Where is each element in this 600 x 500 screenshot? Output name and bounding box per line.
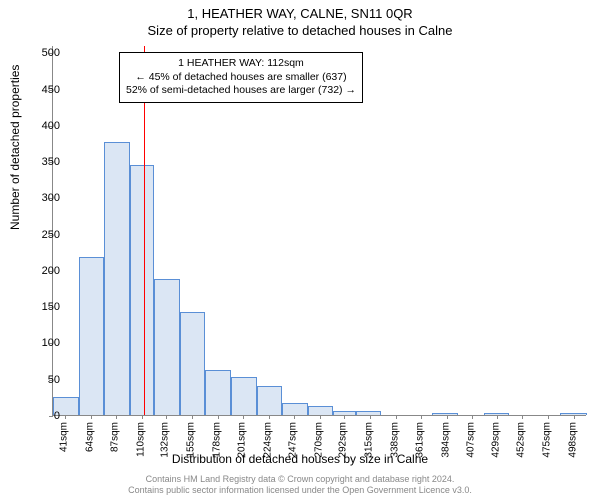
- x-tick-mark: [472, 415, 473, 419]
- histogram-bar: [333, 411, 355, 415]
- y-tick-label: 150: [30, 301, 60, 313]
- callout-box: 1 HEATHER WAY: 112sqm← 45% of detached h…: [119, 52, 363, 103]
- x-tick-label: 338sqm: [389, 422, 400, 458]
- x-tick-label: 132sqm: [160, 422, 171, 458]
- x-tick-mark: [396, 415, 397, 419]
- histogram-bar: [560, 413, 587, 415]
- x-tick-mark: [522, 415, 523, 419]
- x-tick-mark: [116, 415, 117, 419]
- histogram-bar: [180, 312, 206, 415]
- x-tick-label: 384sqm: [440, 422, 451, 458]
- histogram-bar: [484, 413, 510, 415]
- x-tick-mark: [574, 415, 575, 419]
- histogram-bar: [104, 142, 130, 416]
- x-tick-mark: [370, 415, 371, 419]
- y-tick-label: 100: [30, 337, 60, 349]
- histogram-bar: [79, 257, 105, 415]
- x-tick-mark: [294, 415, 295, 419]
- x-tick-label: 110sqm: [136, 422, 147, 457]
- footer-line-1: Contains HM Land Registry data © Crown c…: [0, 474, 600, 485]
- callout-line: ← 45% of detached houses are smaller (63…: [126, 71, 356, 85]
- x-tick-label: 407sqm: [466, 422, 477, 458]
- x-tick-mark: [497, 415, 498, 419]
- x-tick-label: 247sqm: [288, 422, 299, 458]
- x-tick-label: 361sqm: [415, 422, 426, 458]
- x-axis-label: Distribution of detached houses by size …: [0, 452, 600, 466]
- x-tick-mark: [91, 415, 92, 419]
- x-tick-mark: [65, 415, 66, 419]
- plot-area: 1 HEATHER WAY: 112sqm← 45% of detached h…: [52, 46, 586, 416]
- y-tick-label: 50: [30, 374, 60, 386]
- y-axis-label: Number of detached properties: [8, 65, 22, 230]
- histogram-bar: [282, 403, 308, 415]
- x-tick-label: 452sqm: [516, 422, 527, 458]
- chart-title-sub: Size of property relative to detached ho…: [0, 21, 600, 42]
- histogram-bar: [257, 386, 283, 415]
- histogram-bar: [231, 377, 257, 415]
- x-tick-mark: [243, 415, 244, 419]
- histogram-bar: [432, 413, 458, 415]
- x-tick-mark: [344, 415, 345, 419]
- y-tick-label: 500: [30, 47, 60, 59]
- x-tick-mark: [269, 415, 270, 419]
- callout-line: 52% of semi-detached houses are larger (…: [126, 84, 356, 98]
- histogram-bar: [356, 411, 382, 415]
- footer-attribution: Contains HM Land Registry data © Crown c…: [0, 474, 600, 497]
- x-tick-label: 270sqm: [314, 422, 325, 458]
- x-tick-label: 429sqm: [490, 422, 501, 458]
- x-tick-label: 315sqm: [364, 422, 375, 458]
- x-tick-mark: [192, 415, 193, 419]
- x-tick-label: 201sqm: [237, 422, 248, 458]
- x-tick-label: 292sqm: [338, 422, 349, 458]
- x-tick-label: 178sqm: [211, 422, 222, 458]
- x-tick-mark: [166, 415, 167, 419]
- histogram-bar: [154, 279, 180, 415]
- x-tick-mark: [218, 415, 219, 419]
- histogram-bar: [308, 406, 334, 415]
- y-tick-label: 200: [30, 265, 60, 277]
- y-tick-label: 450: [30, 84, 60, 96]
- y-tick-label: 300: [30, 192, 60, 204]
- y-tick-label: 0: [30, 410, 60, 422]
- y-tick-label: 250: [30, 229, 60, 241]
- x-tick-label: 224sqm: [262, 422, 273, 458]
- x-tick-mark: [320, 415, 321, 419]
- x-tick-mark: [421, 415, 422, 419]
- y-tick-label: 350: [30, 156, 60, 168]
- chart-area: 1 HEATHER WAY: 112sqm← 45% of detached h…: [52, 46, 586, 416]
- x-tick-label: 155sqm: [186, 422, 197, 458]
- chart-title-main: 1, HEATHER WAY, CALNE, SN11 0QR: [0, 0, 600, 21]
- x-tick-mark: [142, 415, 143, 419]
- footer-line-2: Contains public sector information licen…: [0, 485, 600, 496]
- x-tick-label: 64sqm: [84, 422, 95, 452]
- x-tick-label: 475sqm: [542, 422, 553, 458]
- x-tick-label: 41sqm: [59, 422, 70, 452]
- x-tick-label: 498sqm: [567, 422, 578, 458]
- x-tick-mark: [447, 415, 448, 419]
- callout-line: 1 HEATHER WAY: 112sqm: [126, 57, 356, 71]
- y-tick-label: 400: [30, 120, 60, 132]
- x-tick-mark: [548, 415, 549, 419]
- histogram-bar: [130, 165, 154, 415]
- x-tick-label: 87sqm: [110, 422, 121, 452]
- histogram-bar: [205, 370, 231, 415]
